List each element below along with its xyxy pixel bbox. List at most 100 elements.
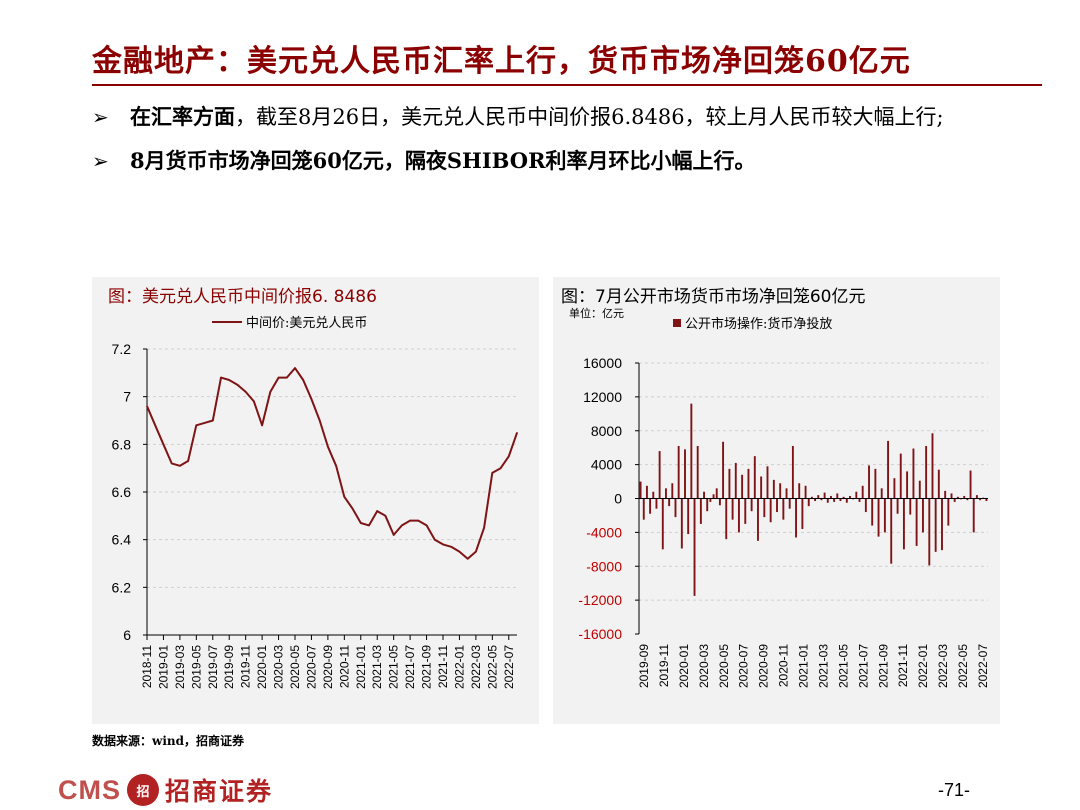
chart-title: 图：美元兑人民币中间价报6. 8486: [108, 287, 377, 307]
bar: [896, 498, 899, 514]
x-tick-label: 2018-11: [140, 645, 154, 688]
bar: [668, 498, 671, 507]
data-point: [450, 546, 453, 548]
x-tick-label: 2020-11: [777, 644, 791, 687]
bar: [801, 498, 804, 529]
x-tick-label: 2021-05: [387, 645, 401, 689]
chart-title: 图：7月公开市场货币市场净回笼60亿元: [561, 287, 865, 307]
bar: [709, 498, 712, 502]
bar: [941, 498, 943, 551]
x-tick-label: 2021-03: [816, 644, 830, 688]
bar: [661, 498, 664, 550]
data-point: [483, 526, 485, 529]
bar: [820, 498, 823, 501]
data-point: [491, 472, 494, 474]
x-tick-label: 2019-07: [206, 645, 220, 689]
bar: [718, 498, 721, 506]
data-point: [401, 524, 403, 527]
bar: [804, 485, 807, 499]
bar: [639, 481, 642, 499]
data-point: [244, 391, 247, 393]
bar: [772, 479, 775, 499]
x-tick-label: 2022-07: [976, 644, 990, 688]
arrow-bullet-icon: ➢: [92, 149, 109, 173]
bar: [969, 470, 972, 499]
y-tick-label: 6.6: [112, 484, 132, 500]
data-point: [187, 460, 189, 462]
bar: [887, 440, 890, 499]
bar: [814, 498, 817, 502]
bar: [788, 498, 791, 509]
x-tick-label: 2021-01: [354, 645, 368, 689]
bullet-text: ，截至8月26日，美元兑人民币中间价报6.8486，较上月人民币较大幅上行;: [235, 105, 944, 129]
x-tick-label: 2021-09: [420, 645, 434, 689]
bar: [725, 498, 728, 540]
bar: [785, 488, 788, 499]
bar: [833, 498, 836, 502]
x-tick-label: 2021-11: [436, 645, 450, 688]
bar: [763, 498, 766, 518]
bar: [830, 495, 832, 499]
y-tick-label: 6.8: [112, 436, 132, 452]
x-tick-label: 2022-03: [469, 645, 483, 689]
bar: [684, 449, 686, 499]
bar: [931, 433, 934, 499]
bar: [883, 498, 886, 533]
y-tick-label: 6.4: [112, 532, 132, 548]
x-tick-label: 2022-05: [485, 645, 499, 689]
data-point: [277, 376, 280, 379]
bar: [880, 488, 883, 499]
x-tick-label: 2020-09: [321, 645, 335, 689]
data-point: [507, 455, 510, 458]
bar: [677, 445, 680, 499]
bullet-lead: 在汇率方面: [130, 104, 235, 129]
x-tick-label: 2021-07: [403, 645, 417, 689]
bar: [861, 485, 864, 499]
bar: [947, 498, 950, 526]
data-point: [228, 379, 231, 381]
bar: [922, 498, 924, 533]
bar: [706, 498, 709, 512]
bar: [902, 498, 905, 550]
fx-rate-line-chart: 图：美元兑人民币中间价报6. 8486 中间价:美元兑人民币 7.2 7 6.8 6.6 6…: [108, 287, 518, 689]
bar: [912, 448, 915, 499]
x-tick-label: 2021-03: [370, 645, 384, 689]
x-tick-label: 2020-09: [757, 644, 771, 688]
bar: [972, 498, 975, 533]
bar: [928, 498, 931, 566]
bar: [671, 483, 674, 499]
bar: [839, 498, 842, 502]
bar: [807, 498, 810, 507]
bar: [915, 498, 918, 546]
y-tick-label: -4000: [586, 524, 622, 540]
bar: [674, 498, 677, 518]
bar: [795, 498, 797, 538]
page-number: -71-: [938, 780, 971, 800]
x-tick-label: 2019-09: [637, 644, 651, 688]
bar: [744, 498, 747, 524]
x-tick-label: 2019-09: [222, 645, 236, 689]
bar: [693, 498, 696, 596]
data-point: [285, 376, 288, 379]
bar: [975, 495, 978, 499]
logo-seal-icon: 招: [127, 774, 159, 806]
data-point: [179, 464, 181, 467]
y-tick-label: 6.2: [112, 579, 132, 595]
x-tick-label: 2021-07: [856, 644, 870, 688]
bar: [798, 483, 801, 499]
data-point: [253, 400, 255, 403]
bar: [687, 498, 690, 535]
bar: [937, 469, 940, 499]
bullet-lead: 8月货币市场净回笼60亿元，隔夜SHIBOR利率月环比小幅上行。: [130, 148, 756, 173]
x-tick-label: 2019-11: [239, 645, 253, 688]
bullet-list: ➢ 在汇率方面，截至8月26日，美元兑人民币中间价报6.8486，较上月人民币较…: [92, 102, 1032, 190]
bullet-item: ➢ 在汇率方面，截至8月26日，美元兑人民币中间价报6.8486，较上月人民币较…: [92, 102, 1032, 132]
bar: [753, 456, 756, 499]
bar: [918, 480, 921, 499]
bar: [737, 498, 740, 533]
bar: [652, 491, 655, 499]
bar: [871, 498, 874, 526]
bar: [810, 496, 813, 499]
bar: [985, 498, 988, 502]
x-tick-label: 2020-07: [737, 644, 751, 688]
